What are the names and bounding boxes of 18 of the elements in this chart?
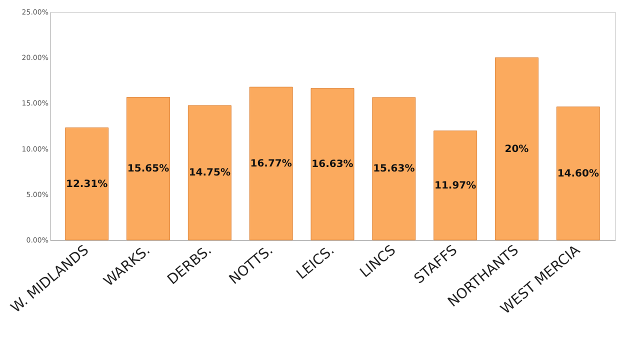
data-label: 16.77% (250, 158, 292, 170)
bar (188, 105, 232, 240)
data-label: 14.60% (557, 168, 599, 180)
bar (310, 88, 354, 240)
data-label: 12.31% (66, 178, 108, 190)
bar (372, 97, 416, 240)
bar (126, 97, 170, 240)
data-label: 15.63% (373, 164, 415, 175)
data-label: 16.63% (312, 159, 354, 170)
data-label: 11.97% (434, 180, 476, 192)
bar (434, 130, 478, 240)
data-label: 14.75% (188, 168, 230, 179)
data-label: 20% (504, 144, 529, 155)
bar (494, 57, 538, 240)
data-label: 15.65% (127, 164, 170, 175)
bar (65, 127, 109, 240)
bar (556, 106, 600, 240)
bar (249, 86, 293, 240)
